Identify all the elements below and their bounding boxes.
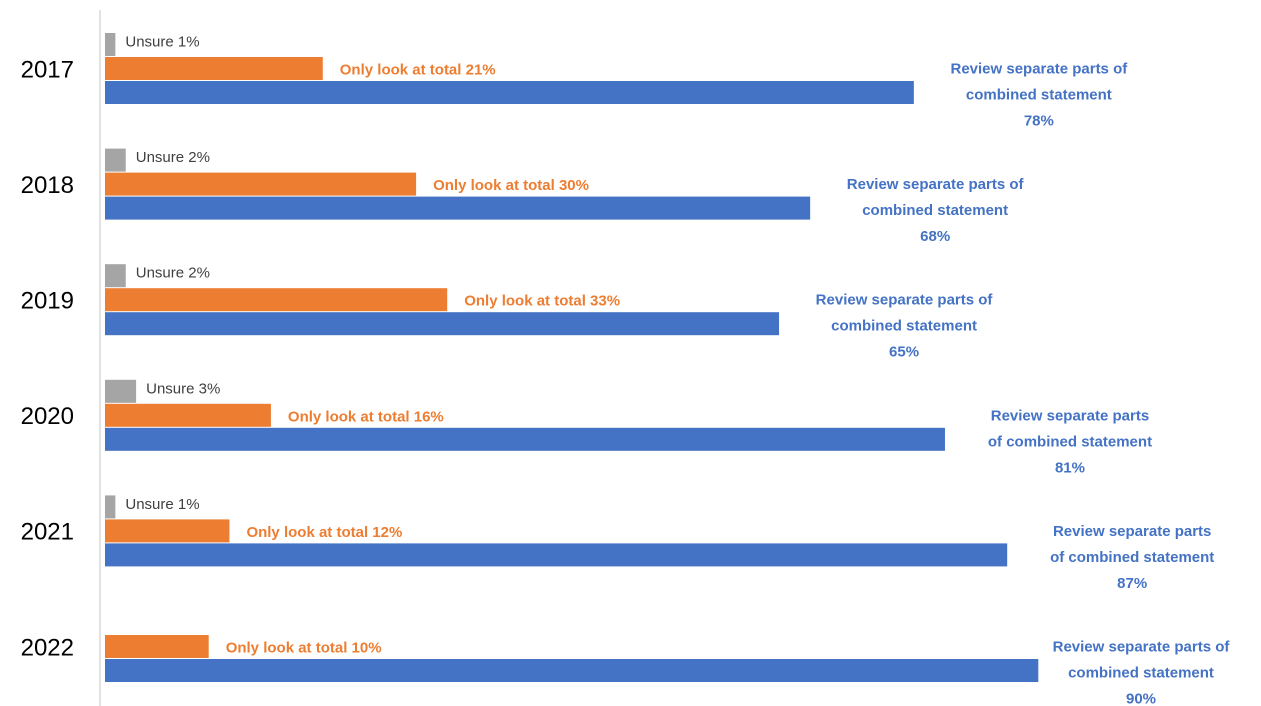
y-tick-label: 2019 [21, 288, 74, 315]
value-label: Unsure 2% [136, 149, 210, 166]
value-label: Review separate parts of combined stateme… [1050, 523, 1214, 592]
value-label: Review separate parts of combined stateme… [816, 292, 994, 361]
bar [105, 312, 780, 336]
value-label: Unsure 2% [136, 265, 210, 282]
bar [105, 427, 945, 451]
value-label: Only look at total 21% [340, 61, 496, 78]
bar [105, 264, 126, 288]
bar [105, 172, 417, 196]
bar [105, 659, 1039, 682]
value-label: Only look at total 33% [464, 293, 620, 310]
bar [105, 635, 209, 658]
value-label: Only look at total 16% [288, 408, 444, 425]
bar [105, 519, 230, 543]
y-tick-label: 2018 [21, 172, 74, 199]
value-label: Review separate parts of combined stateme… [847, 176, 1025, 245]
value-label: Unsure 1% [125, 496, 199, 513]
bar [105, 57, 323, 80]
y-tick-label: 2020 [21, 403, 74, 430]
value-label: Review separate parts of combined stateme… [988, 407, 1152, 476]
value-label: Review separate parts of combined stateme… [950, 60, 1128, 129]
value-label: Review separate parts of combined stateme… [1053, 638, 1231, 706]
bar [105, 33, 116, 56]
y-tick-label: 2022 [21, 634, 74, 661]
bar [105, 288, 448, 312]
value-label: Only look at total 10% [226, 639, 382, 656]
bar [105, 379, 137, 403]
value-label: Only look at total 12% [246, 524, 402, 541]
y-tick-label: 2021 [21, 519, 74, 546]
y-tick-label: 2017 [21, 56, 74, 83]
value-label: Only look at total 30% [433, 177, 589, 194]
bar [105, 81, 914, 104]
bar [105, 148, 126, 172]
value-label: Unsure 1% [125, 33, 199, 50]
bar [105, 196, 811, 220]
bar [105, 495, 116, 519]
bar [105, 403, 271, 427]
value-label: Unsure 3% [146, 380, 220, 397]
bar [105, 543, 1008, 567]
